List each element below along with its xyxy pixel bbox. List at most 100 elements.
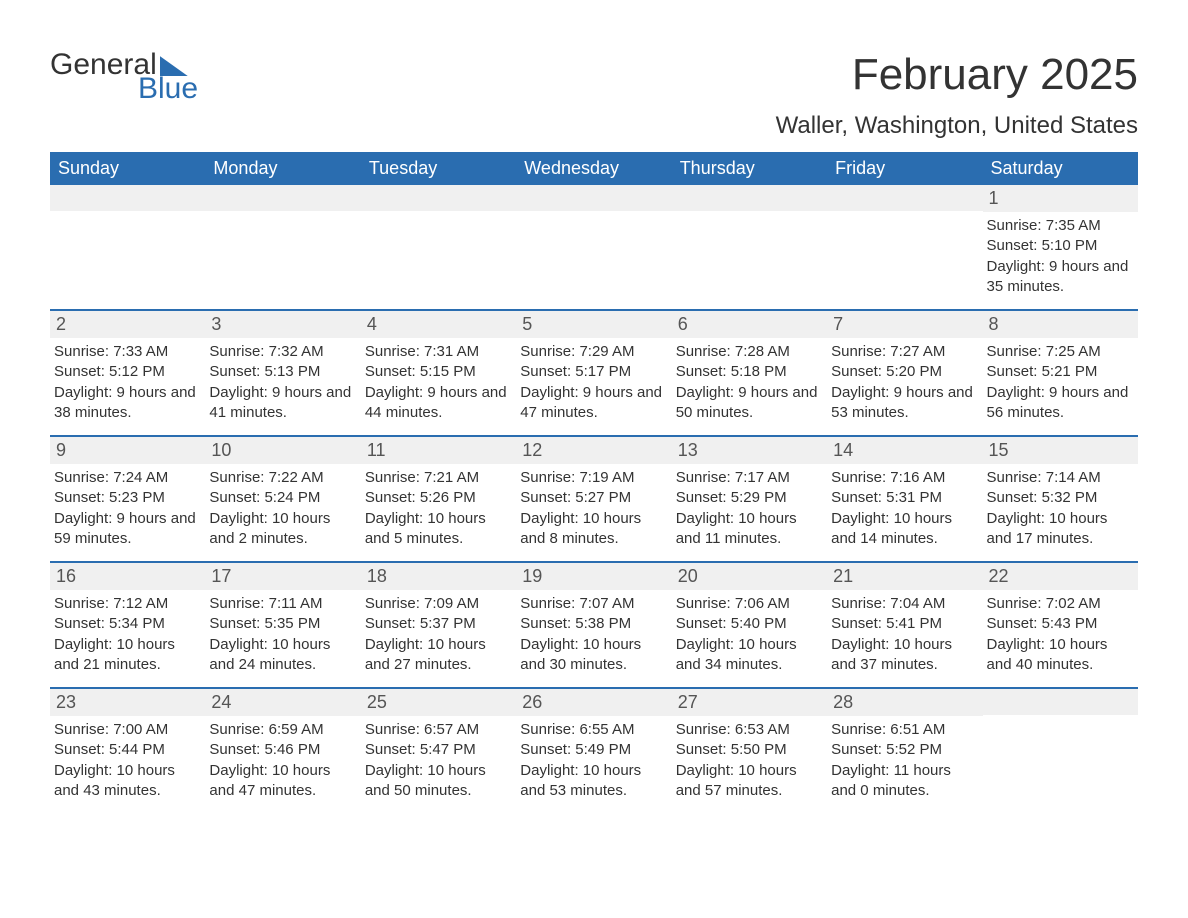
day-cell — [516, 185, 671, 309]
day-body: Sunrise: 7:21 AM Sunset: 5:26 PM Dayligh… — [361, 464, 516, 561]
day-cell: 18Sunrise: 7:09 AM Sunset: 5:37 PM Dayli… — [361, 563, 516, 687]
day-cell: 2Sunrise: 7:33 AM Sunset: 5:12 PM Daylig… — [50, 311, 205, 435]
day-number: 22 — [983, 563, 1138, 590]
day-cell: 28Sunrise: 6:51 AM Sunset: 5:52 PM Dayli… — [827, 689, 982, 813]
day-number: 9 — [50, 437, 205, 464]
title-block: February 2025 Waller, Washington, United… — [776, 50, 1138, 140]
day-number: 2 — [50, 311, 205, 338]
day-body: Sunrise: 7:16 AM Sunset: 5:31 PM Dayligh… — [827, 464, 982, 561]
day-number: 19 — [516, 563, 671, 590]
day-body: Sunrise: 7:27 AM Sunset: 5:20 PM Dayligh… — [827, 338, 982, 435]
location: Waller, Washington, United States — [776, 112, 1138, 140]
day-number: 28 — [827, 689, 982, 716]
day-body — [827, 211, 982, 227]
day-body — [983, 715, 1138, 731]
day-cell: 3Sunrise: 7:32 AM Sunset: 5:13 PM Daylig… — [205, 311, 360, 435]
day-number — [827, 185, 982, 211]
day-body: Sunrise: 7:19 AM Sunset: 5:27 PM Dayligh… — [516, 464, 671, 561]
day-body: Sunrise: 7:25 AM Sunset: 5:21 PM Dayligh… — [983, 338, 1138, 435]
day-body: Sunrise: 6:57 AM Sunset: 5:47 PM Dayligh… — [361, 716, 516, 813]
day-body: Sunrise: 7:33 AM Sunset: 5:12 PM Dayligh… — [50, 338, 205, 435]
week-row: 1Sunrise: 7:35 AM Sunset: 5:10 PM Daylig… — [50, 185, 1138, 309]
logo-text-2: Blue — [138, 74, 198, 104]
day-cell: 14Sunrise: 7:16 AM Sunset: 5:31 PM Dayli… — [827, 437, 982, 561]
logo-top: General — [50, 50, 198, 80]
weeks-container: 1Sunrise: 7:35 AM Sunset: 5:10 PM Daylig… — [50, 185, 1138, 813]
week-row: 2Sunrise: 7:33 AM Sunset: 5:12 PM Daylig… — [50, 309, 1138, 435]
weekday-sunday: Sunday — [50, 152, 205, 185]
day-number: 20 — [672, 563, 827, 590]
day-cell: 22Sunrise: 7:02 AM Sunset: 5:43 PM Dayli… — [983, 563, 1138, 687]
day-cell: 23Sunrise: 7:00 AM Sunset: 5:44 PM Dayli… — [50, 689, 205, 813]
day-cell: 16Sunrise: 7:12 AM Sunset: 5:34 PM Dayli… — [50, 563, 205, 687]
day-cell: 15Sunrise: 7:14 AM Sunset: 5:32 PM Dayli… — [983, 437, 1138, 561]
day-cell: 1Sunrise: 7:35 AM Sunset: 5:10 PM Daylig… — [983, 185, 1138, 309]
day-cell: 17Sunrise: 7:11 AM Sunset: 5:35 PM Dayli… — [205, 563, 360, 687]
day-cell: 26Sunrise: 6:55 AM Sunset: 5:49 PM Dayli… — [516, 689, 671, 813]
day-cell: 12Sunrise: 7:19 AM Sunset: 5:27 PM Dayli… — [516, 437, 671, 561]
day-number: 14 — [827, 437, 982, 464]
day-number: 11 — [361, 437, 516, 464]
day-body: Sunrise: 7:09 AM Sunset: 5:37 PM Dayligh… — [361, 590, 516, 687]
day-body: Sunrise: 7:06 AM Sunset: 5:40 PM Dayligh… — [672, 590, 827, 687]
day-body — [50, 211, 205, 227]
day-body: Sunrise: 7:14 AM Sunset: 5:32 PM Dayligh… — [983, 464, 1138, 561]
day-cell: 4Sunrise: 7:31 AM Sunset: 5:15 PM Daylig… — [361, 311, 516, 435]
day-number: 3 — [205, 311, 360, 338]
day-number: 25 — [361, 689, 516, 716]
day-cell: 8Sunrise: 7:25 AM Sunset: 5:21 PM Daylig… — [983, 311, 1138, 435]
day-cell: 10Sunrise: 7:22 AM Sunset: 5:24 PM Dayli… — [205, 437, 360, 561]
day-cell: 25Sunrise: 6:57 AM Sunset: 5:47 PM Dayli… — [361, 689, 516, 813]
day-cell: 24Sunrise: 6:59 AM Sunset: 5:46 PM Dayli… — [205, 689, 360, 813]
day-number: 24 — [205, 689, 360, 716]
day-number — [516, 185, 671, 211]
day-number — [672, 185, 827, 211]
weekday-tuesday: Tuesday — [361, 152, 516, 185]
day-cell: 19Sunrise: 7:07 AM Sunset: 5:38 PM Dayli… — [516, 563, 671, 687]
day-cell: 13Sunrise: 7:17 AM Sunset: 5:29 PM Dayli… — [672, 437, 827, 561]
day-cell: 7Sunrise: 7:27 AM Sunset: 5:20 PM Daylig… — [827, 311, 982, 435]
day-number: 23 — [50, 689, 205, 716]
week-row: 9Sunrise: 7:24 AM Sunset: 5:23 PM Daylig… — [50, 435, 1138, 561]
day-cell — [205, 185, 360, 309]
day-cell — [983, 689, 1138, 813]
day-body: Sunrise: 6:55 AM Sunset: 5:49 PM Dayligh… — [516, 716, 671, 813]
day-number: 13 — [672, 437, 827, 464]
weekday-wednesday: Wednesday — [516, 152, 671, 185]
weekday-header: SundayMondayTuesdayWednesdayThursdayFrid… — [50, 152, 1138, 185]
week-row: 23Sunrise: 7:00 AM Sunset: 5:44 PM Dayli… — [50, 687, 1138, 813]
day-number — [205, 185, 360, 211]
day-number: 17 — [205, 563, 360, 590]
day-number: 5 — [516, 311, 671, 338]
day-cell: 21Sunrise: 7:04 AM Sunset: 5:41 PM Dayli… — [827, 563, 982, 687]
day-body: Sunrise: 7:07 AM Sunset: 5:38 PM Dayligh… — [516, 590, 671, 687]
day-cell: 6Sunrise: 7:28 AM Sunset: 5:18 PM Daylig… — [672, 311, 827, 435]
day-body: Sunrise: 7:35 AM Sunset: 5:10 PM Dayligh… — [983, 212, 1138, 309]
day-body: Sunrise: 7:22 AM Sunset: 5:24 PM Dayligh… — [205, 464, 360, 561]
weekday-thursday: Thursday — [672, 152, 827, 185]
day-body: Sunrise: 7:12 AM Sunset: 5:34 PM Dayligh… — [50, 590, 205, 687]
day-body — [205, 211, 360, 227]
day-body: Sunrise: 7:29 AM Sunset: 5:17 PM Dayligh… — [516, 338, 671, 435]
day-cell: 20Sunrise: 7:06 AM Sunset: 5:40 PM Dayli… — [672, 563, 827, 687]
day-number: 4 — [361, 311, 516, 338]
day-cell — [672, 185, 827, 309]
day-number — [983, 689, 1138, 715]
weekday-friday: Friday — [827, 152, 982, 185]
day-body: Sunrise: 7:31 AM Sunset: 5:15 PM Dayligh… — [361, 338, 516, 435]
day-number: 27 — [672, 689, 827, 716]
day-number — [361, 185, 516, 211]
day-cell: 5Sunrise: 7:29 AM Sunset: 5:17 PM Daylig… — [516, 311, 671, 435]
weekday-saturday: Saturday — [983, 152, 1138, 185]
day-body: Sunrise: 6:51 AM Sunset: 5:52 PM Dayligh… — [827, 716, 982, 813]
day-body: Sunrise: 7:00 AM Sunset: 5:44 PM Dayligh… — [50, 716, 205, 813]
day-cell: 9Sunrise: 7:24 AM Sunset: 5:23 PM Daylig… — [50, 437, 205, 561]
day-body — [672, 211, 827, 227]
day-number: 16 — [50, 563, 205, 590]
day-body: Sunrise: 7:02 AM Sunset: 5:43 PM Dayligh… — [983, 590, 1138, 687]
day-cell — [361, 185, 516, 309]
day-body: Sunrise: 7:11 AM Sunset: 5:35 PM Dayligh… — [205, 590, 360, 687]
day-body: Sunrise: 7:17 AM Sunset: 5:29 PM Dayligh… — [672, 464, 827, 561]
week-row: 16Sunrise: 7:12 AM Sunset: 5:34 PM Dayli… — [50, 561, 1138, 687]
day-number: 7 — [827, 311, 982, 338]
